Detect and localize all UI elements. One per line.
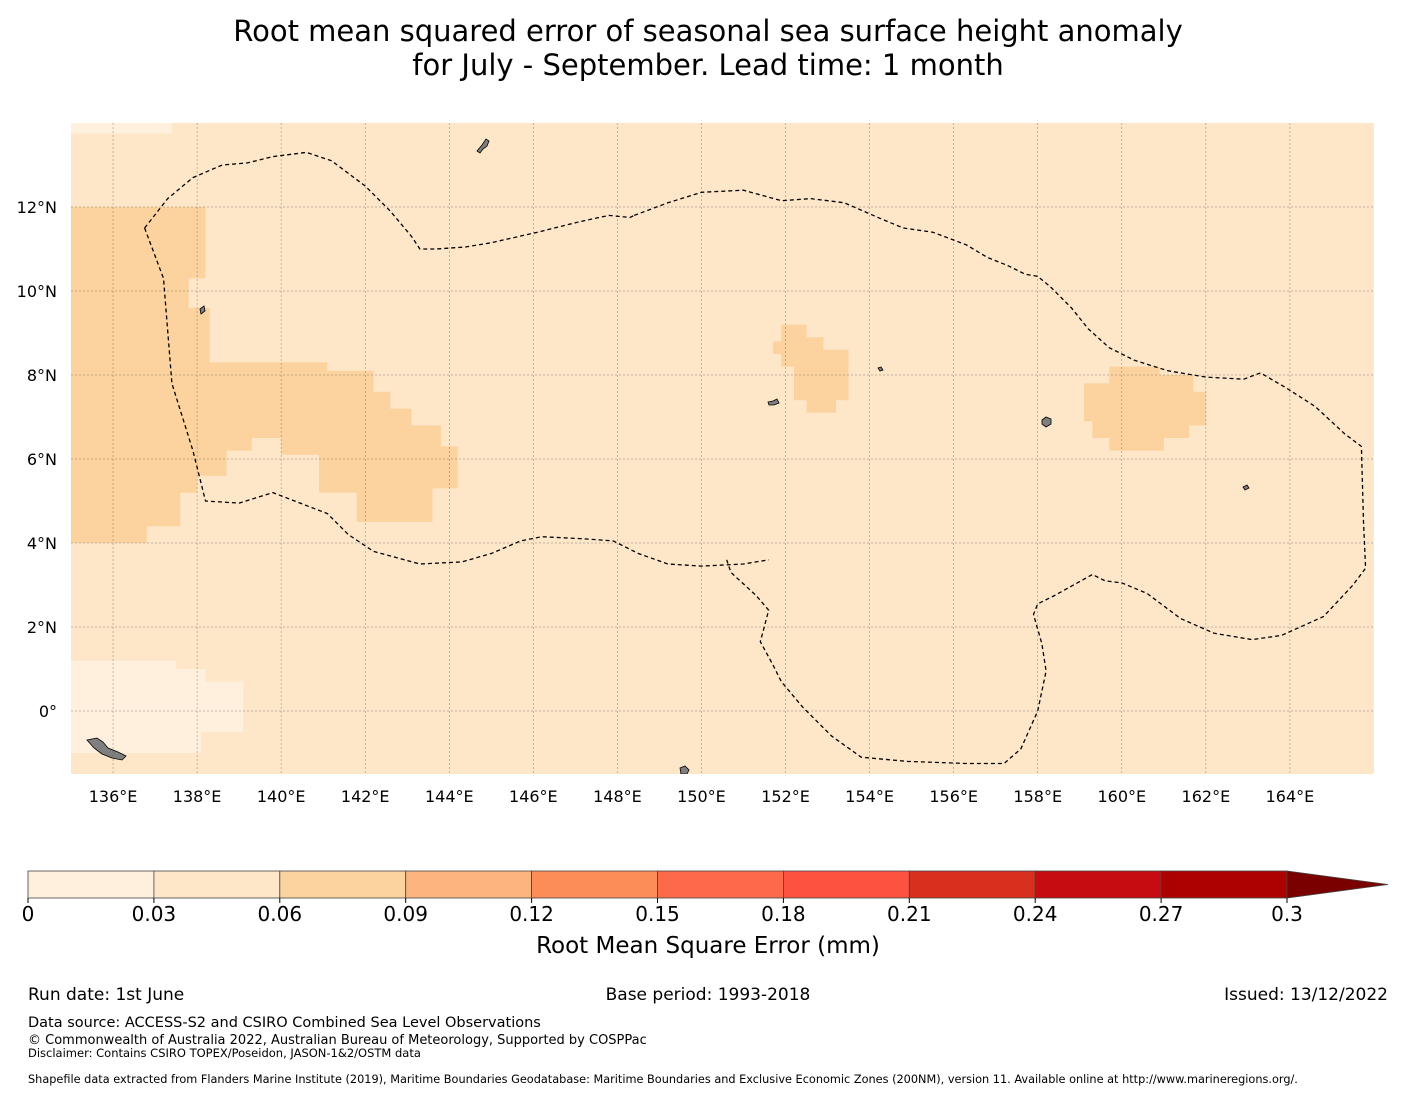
island-marker xyxy=(679,765,690,774)
lat-tick-label: 0° xyxy=(39,702,57,721)
eez-boundary-line xyxy=(633,189,1367,765)
eez-boundary-line xyxy=(143,227,769,567)
colorbar-svg: 0 0.03 0.06 0.09 0.12 0.15 0.18 0.21 0.24 0.27 0.3… xyxy=(22,870,1389,959)
colorbar-extend-arrow xyxy=(1286,870,1389,899)
gridlines xyxy=(71,123,1374,774)
colorbar-segment xyxy=(783,870,910,899)
run-date: Run date: 1st June xyxy=(28,985,185,1005)
colorbar-tick-label: 0.03 xyxy=(132,902,177,926)
lat-tick-label: 8°N xyxy=(27,366,57,385)
colorbar-tick-label: 0.3 xyxy=(1271,902,1303,926)
lon-tick-label: 152°E xyxy=(761,787,810,806)
lon-tick-label: 148°E xyxy=(593,787,642,806)
base-period: Base period: 1993-2018 xyxy=(605,985,811,1005)
colorbar-tick-label: 0 xyxy=(22,902,35,926)
colorbar-segment xyxy=(27,870,155,899)
colorbar-tick-label: 0.24 xyxy=(1013,902,1058,926)
colorbar-tick-label: 0.15 xyxy=(635,902,680,926)
copyright-note: © Commonwealth of Australia 2022, Austra… xyxy=(28,1033,647,1048)
lon-tick-label: 164°E xyxy=(1266,787,1315,806)
colorbar-tick-label: 0.21 xyxy=(887,902,932,926)
rmse-region xyxy=(71,123,172,134)
colorbar-segment xyxy=(405,870,533,899)
lat-tick-label: 4°N xyxy=(27,534,57,553)
disclaimer: Disclaimer: Contains CSIRO TOPEX/Poseido… xyxy=(28,1046,421,1060)
lat-tick-label: 6°N xyxy=(27,450,57,469)
issued-date: Issued: 13/12/2022 xyxy=(1224,985,1388,1005)
title-line-1: Root mean squared error of seasonal sea … xyxy=(233,14,1183,48)
rmse-region xyxy=(71,660,244,753)
island-marker xyxy=(86,737,127,761)
island-marker xyxy=(877,366,884,372)
colorbar-segment xyxy=(153,870,281,899)
colorbar-segment xyxy=(1034,870,1162,899)
colorbar-segment xyxy=(1160,870,1288,899)
colorbar-segment xyxy=(279,870,407,899)
colorbar-segments xyxy=(27,870,1389,899)
lon-tick-label: 154°E xyxy=(845,787,894,806)
lon-tick-label: 138°E xyxy=(173,787,222,806)
lon-tick-label: 162°E xyxy=(1182,787,1231,806)
eez-boundary-line xyxy=(144,151,635,250)
lon-tick-label: 142°E xyxy=(341,787,390,806)
rmse-region xyxy=(1084,366,1206,451)
colorbar-label: Root Mean Square Error (mm) xyxy=(536,933,880,959)
lat-tick-label: 2°N xyxy=(27,618,57,637)
colorbar: 0 0.03 0.06 0.09 0.12 0.15 0.18 0.21 0.24 0.27 0.3… xyxy=(0,850,1416,964)
land-layer xyxy=(86,138,1250,774)
lon-tick-label: 156°E xyxy=(929,787,978,806)
colorbar-segment xyxy=(531,870,658,899)
longitude-tick-labels: 136°E 138°E 140°E 142°E 144°E 146°E 148°E 150°E… xyxy=(89,787,1315,806)
lon-tick-label: 140°E xyxy=(257,787,306,806)
island-marker xyxy=(767,398,780,406)
title-line-2: for July - September. Lead time: 1 month xyxy=(412,48,1004,82)
shapefile-credit: Shapefile data extracted from Flanders M… xyxy=(28,1073,1298,1086)
colorbar-tick-label: 0.06 xyxy=(258,902,303,926)
lon-tick-label: 158°E xyxy=(1013,787,1062,806)
lat-tick-label: 10°N xyxy=(17,282,57,301)
lon-tick-label: 150°E xyxy=(677,787,726,806)
lon-tick-label: 160°E xyxy=(1097,787,1146,806)
rmse-region xyxy=(772,324,849,413)
map-svg: 136°E 138°E 140°E 142°E 144°E 146°E 148°E 150°E… xyxy=(17,123,1374,806)
colorbar-segment xyxy=(908,870,1036,899)
lon-tick-label: 144°E xyxy=(425,787,474,806)
latitude-tick-labels: 0° 2°N 4°N 6°N 8°N 10°N 12°N xyxy=(17,198,57,721)
map-background xyxy=(71,123,1374,774)
lon-tick-label: 136°E xyxy=(89,787,138,806)
colorbar-tick-label: 0.12 xyxy=(509,902,554,926)
island-marker xyxy=(1242,484,1250,491)
colorbar-ticks: 0 0.03 0.06 0.09 0.12 0.15 0.18 0.21 0.24 0.27 0.3 xyxy=(22,898,1303,926)
map-panel: 136°E 138°E 140°E 142°E 144°E 146°E 148°E 150°E… xyxy=(17,123,1374,806)
colorbar-tick-label: 0.18 xyxy=(761,902,806,926)
colorbar-segment xyxy=(657,870,784,899)
colorbar-tick-label: 0.09 xyxy=(383,902,428,926)
data-source: Data source: ACCESS-S2 and CSIRO Combine… xyxy=(28,1015,541,1031)
chart-title: Root mean squared error of seasonal sea … xyxy=(0,14,1416,82)
colorbar-tick-label: 0.27 xyxy=(1139,902,1184,926)
lat-tick-label: 12°N xyxy=(17,198,57,217)
lon-tick-label: 146°E xyxy=(509,787,558,806)
island-marker xyxy=(199,305,206,315)
island-marker xyxy=(1041,416,1052,428)
island-marker xyxy=(476,138,490,154)
eez-boundaries xyxy=(143,151,1367,765)
